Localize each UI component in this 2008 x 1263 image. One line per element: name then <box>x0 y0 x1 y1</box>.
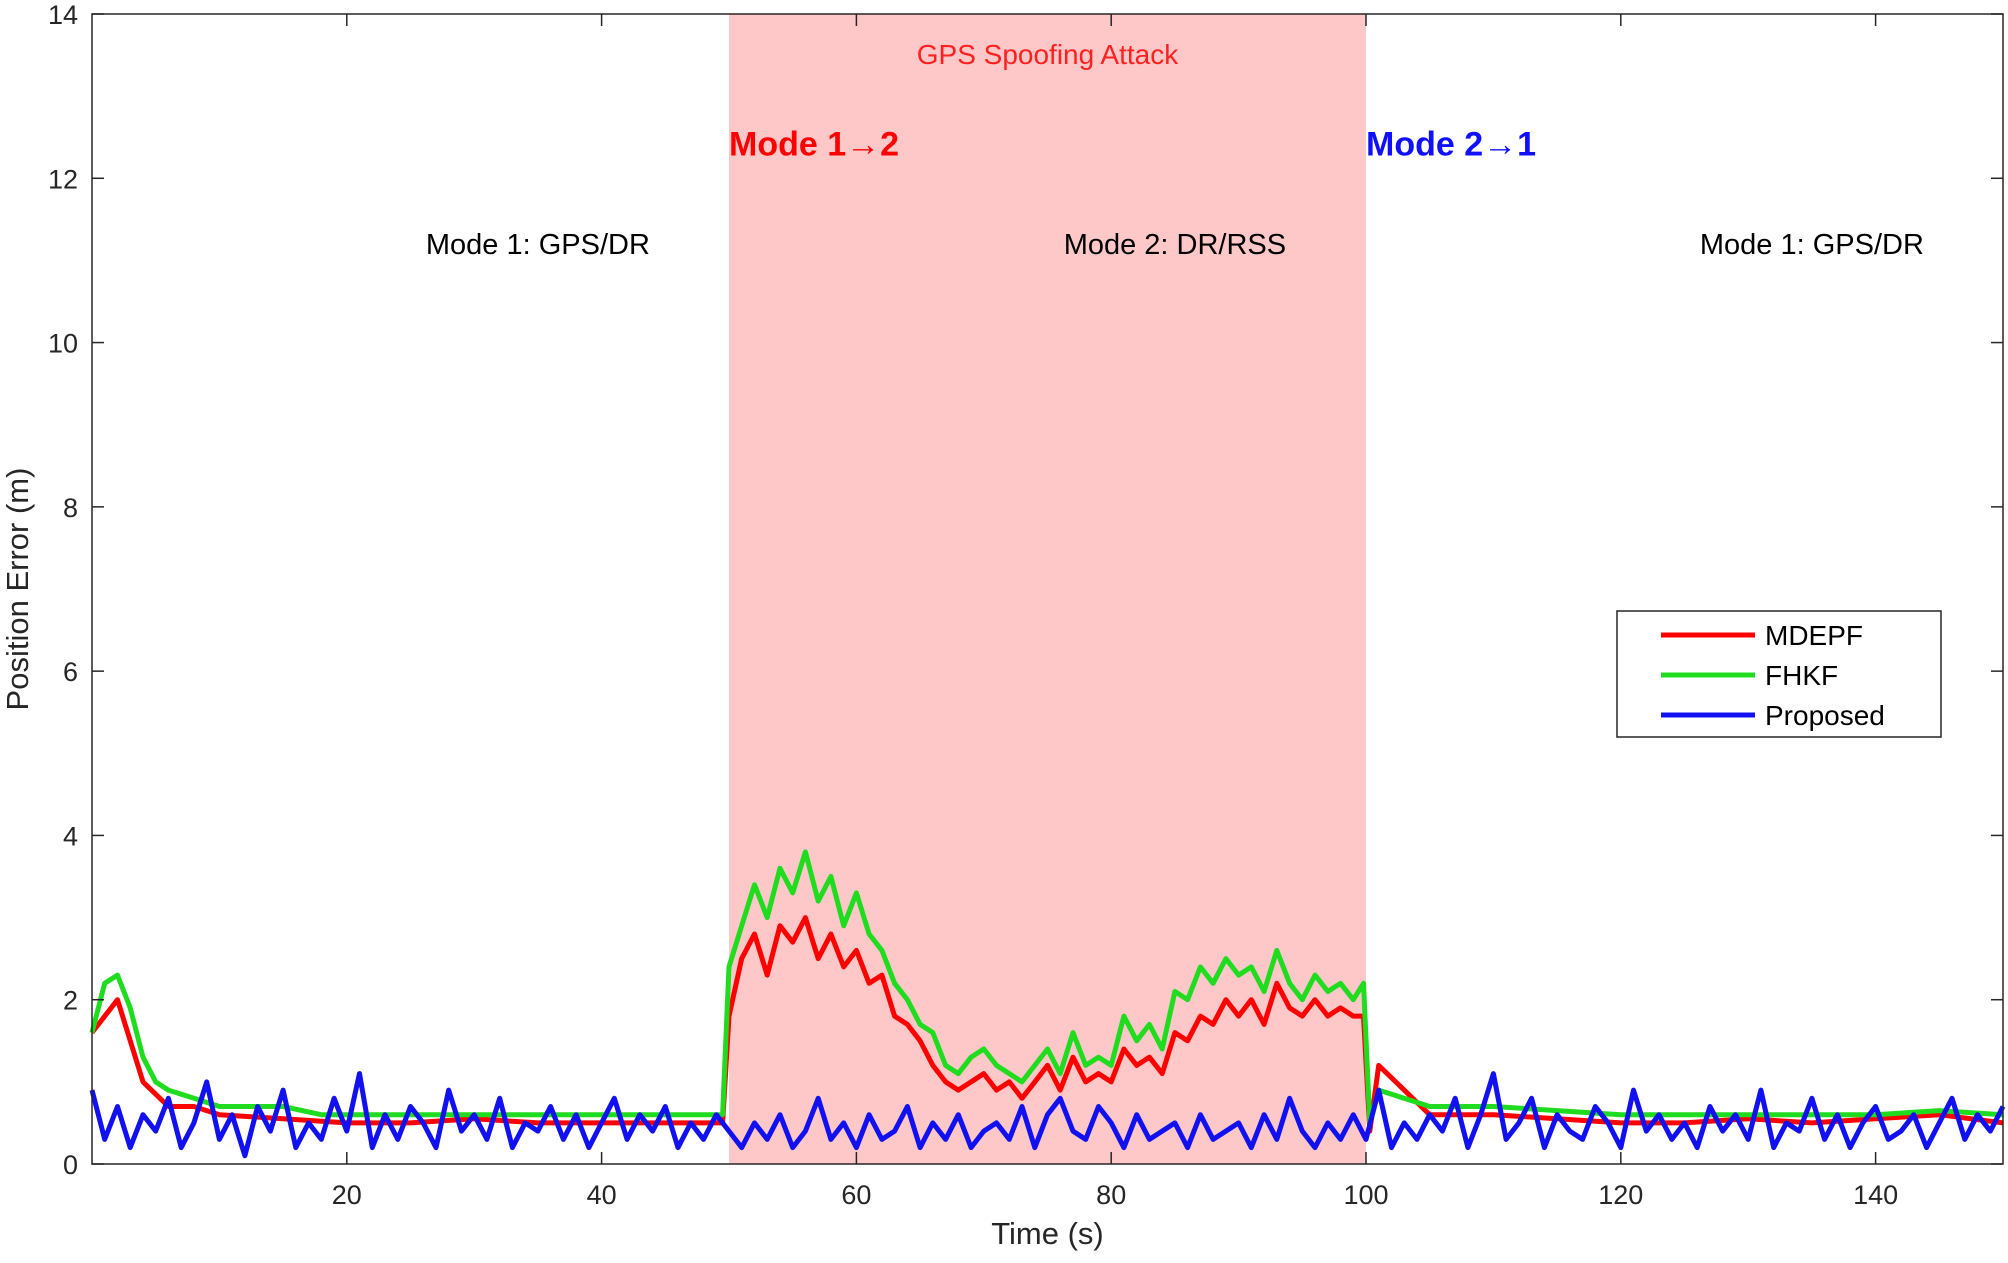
series-line-mdepf <box>90 915 2004 1134</box>
y-tick-label: 6 <box>63 657 78 687</box>
y-tick-label: 2 <box>63 986 78 1016</box>
y-axis-label: Position Error (m) <box>0 468 35 711</box>
x-tick-label: 20 <box>332 1180 362 1210</box>
y-tick-label: 0 <box>63 1150 78 1180</box>
attack-region-layer: GPS Spoofing Attack <box>729 14 1366 1164</box>
y-tick-label: 12 <box>48 164 78 194</box>
x-axis-label: Time (s) <box>991 1216 1104 1251</box>
x-tick-label: 140 <box>1853 1180 1898 1210</box>
annotation-layer: Mode 1→2 Mode 2→1 Mode 1: GPS/DR Mode 2: DR… <box>426 125 1924 261</box>
mode-label: Mode 2: DR/RSS <box>1064 229 1286 261</box>
legend-label-proposed: Proposed <box>1765 700 1885 731</box>
legend: MDEPF FHKF Proposed <box>1616 610 1942 738</box>
x-tick-label: 60 <box>841 1180 871 1210</box>
x-tick-label: 80 <box>1096 1180 1126 1210</box>
series-layer <box>89 849 2006 1159</box>
x-tick-label: 120 <box>1598 1180 1643 1210</box>
series-line-proposed <box>89 1071 2006 1159</box>
series-line-fhkf <box>89 849 2004 1126</box>
y-tick-label: 8 <box>63 493 78 523</box>
x-tick-label: 100 <box>1343 1180 1388 1210</box>
plot-frame <box>91 13 2004 1165</box>
attack-region <box>729 14 1366 1164</box>
mode-switch-label: Mode 1→2 <box>729 125 899 163</box>
mode-label: Mode 1: GPS/DR <box>1700 229 1924 261</box>
mode-switch-label: Mode 2→1 <box>1366 125 1536 163</box>
legend-label-fhkf: FHKF <box>1765 660 1838 691</box>
y-tick-label: 10 <box>48 329 78 359</box>
mode-label: Mode 1: GPS/DR <box>426 229 650 261</box>
legend-label-mdepf: MDEPF <box>1765 620 1863 651</box>
y-tick-label: 14 <box>48 0 78 30</box>
y-tick-label: 4 <box>63 821 78 851</box>
tick-layer: 20 40 60 80 100 120 140 0 2 4 6 8 10 12 14 <box>48 0 2003 1210</box>
x-tick-label: 40 <box>587 1180 617 1210</box>
attack-region-label: GPS Spoofing Attack <box>917 39 1179 70</box>
